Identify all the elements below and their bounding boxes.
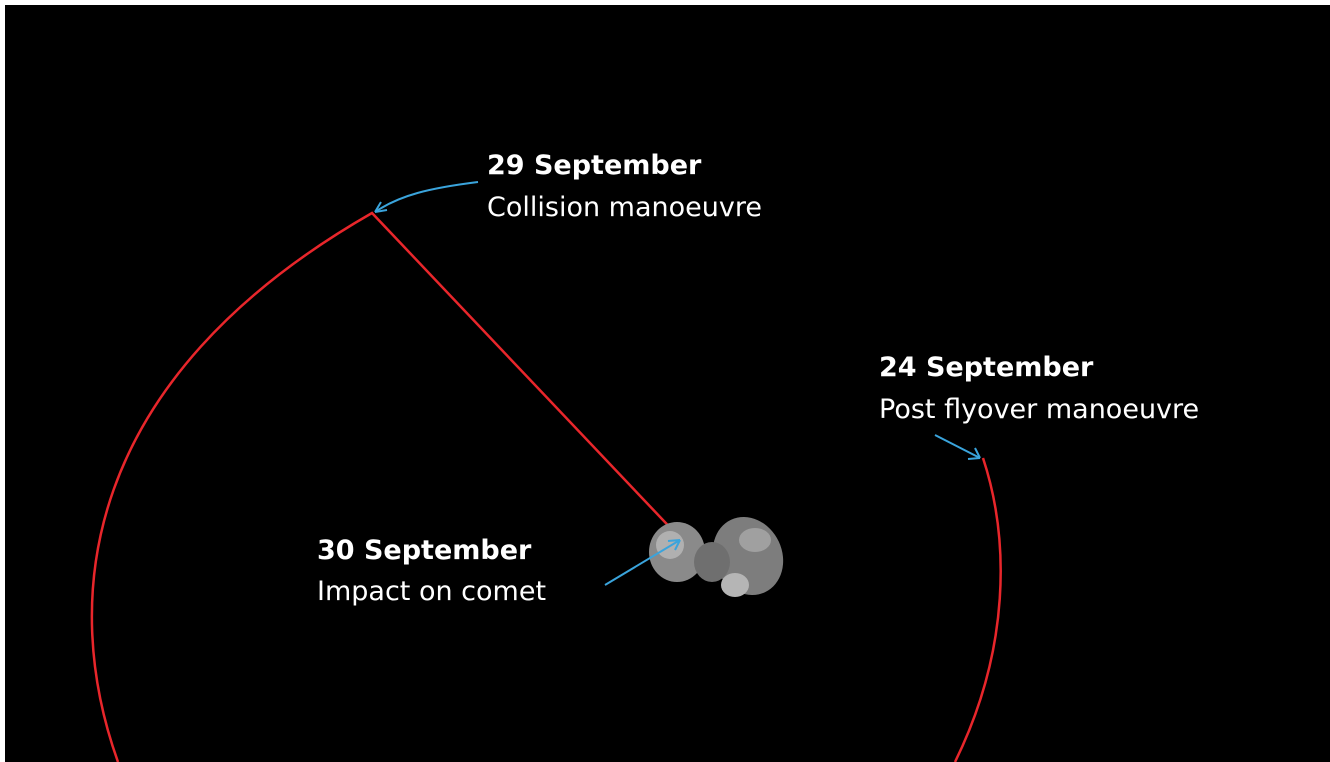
event-label: Post flyover manoeuvre bbox=[879, 394, 1199, 425]
background bbox=[5, 5, 1330, 762]
date-label: 24 September bbox=[879, 352, 1094, 383]
date-label: 29 September bbox=[487, 150, 702, 181]
event-label: Collision manoeuvre bbox=[487, 192, 762, 223]
diagram: 29 September Collision manoeuvre 24 Sept… bbox=[0, 0, 1330, 762]
date-label: 30 September bbox=[317, 535, 532, 566]
event-label: Impact on comet bbox=[317, 576, 546, 607]
